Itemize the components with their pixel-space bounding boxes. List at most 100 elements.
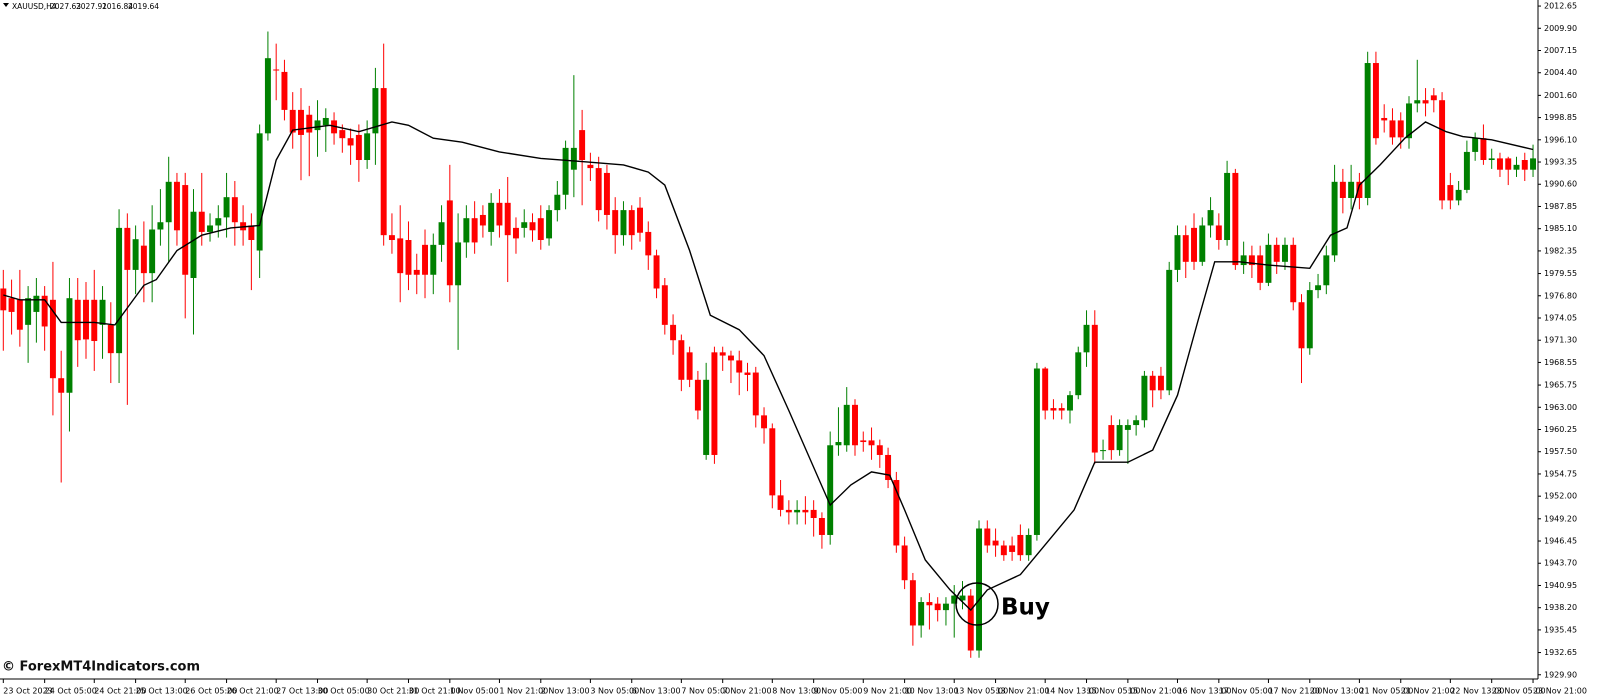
- x-tick-label: 8 Nov 13:00: [772, 687, 821, 696]
- candle-body: [785, 509, 792, 513]
- candle-body: [488, 202, 495, 232]
- moving-average: [3, 121, 1534, 612]
- candle-body: [1141, 375, 1148, 421]
- candle-body: [223, 197, 230, 218]
- candle-body: [769, 428, 776, 496]
- candle-body: [289, 109, 296, 133]
- x-tick-label: 7 Nov 05:00: [681, 687, 730, 696]
- buy-circle: [955, 582, 999, 626]
- y-tick-label: 1990.60: [1544, 180, 1577, 189]
- candle-body: [207, 225, 214, 232]
- candle-body: [33, 295, 40, 312]
- x-tick-label: 16 Nov 13:00: [1177, 687, 1231, 696]
- candle-body: [1042, 368, 1049, 411]
- candle-body: [868, 440, 875, 446]
- candle-body: [455, 242, 462, 286]
- candle-body: [1033, 368, 1040, 535]
- candle-body: [422, 244, 428, 275]
- x-tick-label: 1 Nov 05:00: [450, 687, 499, 696]
- candle-body: [1000, 545, 1007, 556]
- candle-body: [91, 299, 98, 342]
- candle-body: [678, 340, 685, 380]
- candle-body: [99, 299, 106, 325]
- candle-body: [1100, 450, 1107, 452]
- candle-body: [1257, 255, 1264, 283]
- candle-body: [1182, 235, 1189, 262]
- candle-body: [1157, 375, 1164, 391]
- candle-body: [190, 211, 197, 278]
- candle-body: [628, 210, 635, 236]
- candle-body: [827, 445, 834, 535]
- candle-body: [521, 222, 528, 228]
- y-tick-label: 1979.55: [1544, 269, 1577, 278]
- candle-body: [885, 454, 892, 481]
- candle-body: [1505, 158, 1512, 170]
- candle-body: [992, 540, 999, 546]
- candle-body: [579, 130, 586, 161]
- y-tick-label: 1960.25: [1544, 425, 1577, 434]
- candle-body: [761, 415, 768, 429]
- x-tick-label: 15 Nov 05:00: [1087, 687, 1141, 696]
- candle-body: [777, 495, 784, 510]
- candle-body: [537, 218, 544, 241]
- x-tick-label: 7 Nov 21:00: [723, 687, 772, 696]
- x-tick-label: 20 Nov 13:00: [1310, 687, 1364, 696]
- candle-body: [504, 202, 511, 236]
- candle-body: [1488, 158, 1495, 161]
- y-tick-label: 1976.80: [1544, 291, 1577, 300]
- y-tick-label: 1949.20: [1544, 514, 1577, 523]
- candle-body: [852, 404, 858, 446]
- candle-body: [1480, 138, 1487, 161]
- candle-body: [976, 528, 983, 651]
- x-tick-label: 26 Oct 05:00: [185, 687, 237, 696]
- x-tick-label: 10 Nov 13:00: [905, 687, 959, 696]
- x-tick-label: 23 Oct 2023: [3, 687, 52, 696]
- candle-body: [719, 352, 726, 356]
- candle-body: [512, 227, 519, 239]
- candle-body: [83, 299, 89, 340]
- candle-body: [570, 147, 577, 170]
- candle-body: [670, 324, 677, 341]
- candle-body: [1075, 352, 1082, 396]
- candle-body: [298, 109, 304, 135]
- x-tick-label: 6 Nov 13:00: [632, 687, 681, 696]
- candle-body: [140, 245, 147, 274]
- y-tick-label: 1954.75: [1544, 469, 1577, 478]
- y-tick-label: 1968.55: [1544, 358, 1577, 367]
- candle-body: [752, 372, 759, 416]
- candle-body: [1331, 181, 1338, 256]
- candle-body: [1356, 181, 1363, 198]
- candle-body: [587, 164, 594, 169]
- x-tick-label: 30 Oct 21:00: [367, 687, 419, 696]
- candle-body: [1472, 138, 1479, 152]
- y-tick-label: 2012.65: [1544, 2, 1577, 11]
- candle-body: [116, 227, 123, 354]
- watermark: © ForexMT4Indicators.com: [2, 660, 200, 675]
- candle-body: [1463, 151, 1470, 190]
- x-tick-label: 21 Nov 05:00: [1359, 687, 1413, 696]
- candle-body: [661, 285, 668, 325]
- candle-body: [397, 238, 404, 274]
- candle-body: [1348, 181, 1355, 198]
- candle-body: [1207, 210, 1214, 226]
- candle-body: [388, 235, 395, 241]
- candle-body: [479, 214, 486, 226]
- candle-body: [215, 218, 222, 226]
- candle-body: [1174, 235, 1181, 270]
- candle-body: [595, 168, 602, 211]
- candle-body: [1199, 225, 1206, 262]
- candle-body: [322, 117, 329, 126]
- x-tick-label: 3 Nov 05:00: [590, 687, 639, 696]
- candle-body: [1232, 172, 1239, 266]
- x-tick-label: 13 Nov 05:00: [954, 687, 1008, 696]
- y-tick-label: 2009.90: [1544, 24, 1577, 33]
- candle-body: [25, 298, 32, 325]
- x-tick-label: 26 Oct 21:00: [227, 687, 279, 696]
- candle-body: [273, 69, 280, 71]
- candle-body: [446, 200, 453, 286]
- candle-body: [1025, 534, 1032, 556]
- candle-body: [1323, 255, 1330, 286]
- candle-body: [413, 269, 420, 275]
- candle-body: [546, 210, 553, 239]
